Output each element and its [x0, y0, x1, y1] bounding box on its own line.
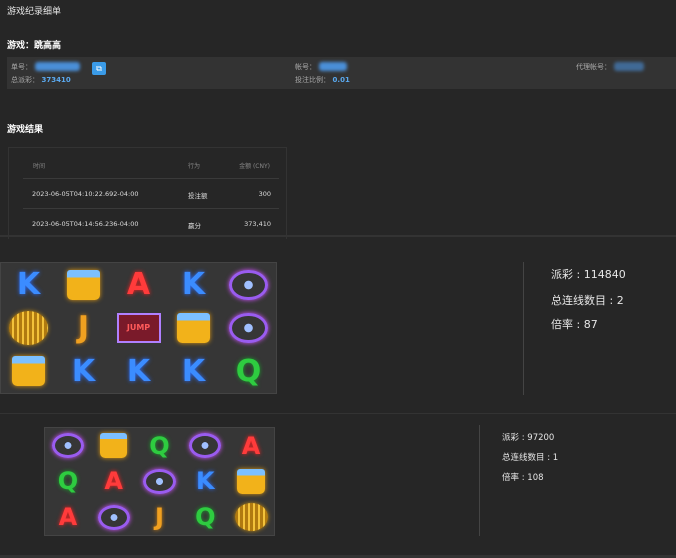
total-payout-value: 373410 — [41, 76, 71, 84]
lines-value: 1 — [552, 453, 559, 463]
symbol-j-icon: J — [77, 310, 90, 346]
symbol-beer-icon — [91, 428, 137, 464]
symbol-q-icon: Q — [149, 431, 170, 460]
row-time: 2023-06-05T04:14:56.236-04:00 — [32, 220, 139, 228]
symbol-j-icon: J — [155, 503, 164, 532]
table-row: 2023-06-05T04:10:22.692-04:00 投注额 300 — [23, 178, 279, 208]
spin-2-payout: 派彩 : 97200 — [502, 431, 554, 443]
lines-value: 2 — [616, 294, 624, 307]
symbol-q-icon: Q — [57, 467, 79, 496]
symbol-headphones-icon — [45, 428, 91, 464]
symbol-headphones-icon — [221, 306, 276, 349]
row-action: 赢分 — [188, 222, 201, 230]
multiplier-value: 87 — [583, 318, 598, 331]
game-title: 游戏：跳高高 — [7, 38, 61, 51]
total-payout-label: 总派彩： — [11, 76, 39, 84]
multiplier-label: 倍率 : — [502, 473, 528, 483]
order-value-redacted — [34, 62, 80, 71]
symbol-k-icon: K — [126, 353, 151, 389]
row-action: 投注额 — [188, 192, 208, 200]
spin-1-multiplier: 倍率 : 87 — [551, 316, 598, 332]
symbol-q-icon: Q — [235, 353, 262, 389]
payout-label: 派彩 : — [551, 268, 584, 281]
bet-ratio-value: 0.01 — [332, 76, 350, 84]
divider — [523, 262, 524, 395]
agent-value-redacted — [613, 62, 644, 71]
symbol-disco-icon — [1, 306, 56, 349]
page-title: 游戏纪录细单 — [7, 7, 62, 17]
row-time: 2023-06-05T04:10:22.692-04:00 — [32, 190, 139, 198]
game-label: 游戏： — [7, 41, 35, 51]
slot-grid-1: K A K J JUMP K K K Q — [0, 262, 277, 394]
symbol-headphones-icon — [91, 499, 137, 535]
row-amount: 373,410 — [244, 220, 271, 228]
symbol-headphones-icon — [221, 263, 276, 306]
spin-2-multiplier: 倍率 : 108 — [502, 471, 544, 483]
symbol-beer-icon — [228, 464, 274, 500]
results-title: 游戏结果 — [7, 125, 44, 135]
copy-button[interactable]: ⧉ — [92, 62, 106, 75]
account-label: 帐号： — [295, 63, 316, 71]
header-time: 时间 — [33, 163, 46, 170]
agent-field: 代理帐号： — [576, 62, 644, 72]
symbol-beer-icon — [166, 306, 221, 349]
account-value-redacted — [318, 62, 347, 71]
symbol-jump-icon: JUMP — [111, 306, 166, 349]
account-field: 帐号： — [295, 62, 347, 72]
divider — [0, 235, 676, 237]
spin-1-payout: 派彩 : 114840 — [551, 266, 626, 282]
payout-value: 97200 — [527, 433, 555, 443]
bet-ratio-label: 投注比例： — [295, 76, 330, 84]
payout-value: 114840 — [583, 268, 626, 281]
symbol-disco-icon — [228, 499, 274, 535]
symbol-q-icon: Q — [195, 503, 216, 532]
results-table: 时间 行为 金额 (CNY) 2023-06-05T04:10:22.692-0… — [8, 147, 287, 239]
symbol-headphones-icon — [182, 428, 228, 464]
header-action: 行为 — [188, 163, 201, 170]
payout-label: 派彩 : — [502, 433, 528, 443]
order-field: 单号： — [11, 62, 80, 72]
symbol-k-icon: K — [181, 267, 206, 303]
game-name: 跳高高 — [34, 41, 62, 51]
symbol-a-icon: A — [241, 431, 261, 460]
spin-2-lines: 总连线数目 : 1 — [502, 451, 558, 463]
lines-label: 总连线数目 : — [502, 453, 553, 463]
bet-ratio-field: 投注比例： 0.01 — [295, 75, 350, 85]
total-payout-field: 总派彩： 373410 — [11, 75, 71, 85]
row-amount: 300 — [258, 190, 271, 198]
header-amount: 金额 (CNY) — [239, 163, 270, 170]
multiplier-label: 倍率 : — [551, 318, 584, 331]
symbol-k-icon: K — [181, 353, 206, 389]
lines-label: 总连线数目 : — [551, 294, 617, 307]
symbol-a-icon: A — [104, 467, 123, 496]
symbol-k-icon: K — [16, 267, 41, 303]
symbol-beer-icon — [1, 350, 56, 393]
multiplier-value: 108 — [527, 473, 544, 483]
table-row: 2023-06-05T04:14:56.236-04:00 赢分 373,410 — [23, 208, 279, 238]
symbol-k-icon: K — [71, 353, 96, 389]
symbol-k-icon: K — [195, 467, 215, 496]
symbol-a-icon: A — [58, 503, 78, 532]
symbol-beer-icon — [56, 263, 111, 306]
symbol-headphones-icon — [137, 464, 183, 500]
symbol-a-icon: A — [126, 267, 151, 303]
spin-1-lines: 总连线数目 : 2 — [551, 292, 624, 308]
divider — [0, 413, 676, 414]
divider — [479, 425, 480, 536]
order-label: 单号： — [11, 63, 32, 71]
agent-label: 代理帐号： — [576, 63, 611, 71]
divider — [0, 555, 676, 558]
